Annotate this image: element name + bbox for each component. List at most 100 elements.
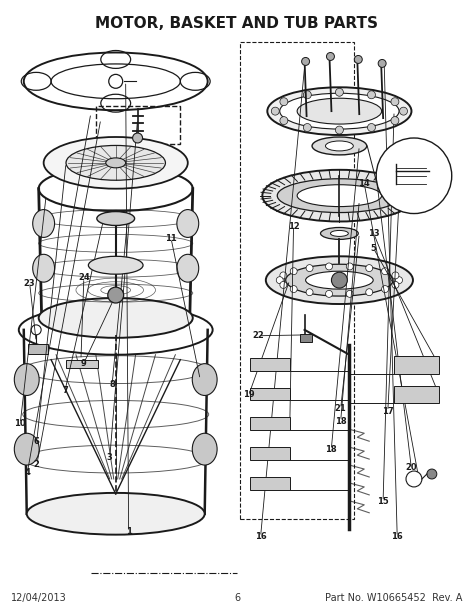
Text: 6: 6 xyxy=(34,437,40,446)
Text: 10: 10 xyxy=(14,419,26,428)
Bar xyxy=(394,356,439,373)
Bar xyxy=(250,447,290,460)
Text: 12/04/2013: 12/04/2013 xyxy=(11,593,67,603)
Ellipse shape xyxy=(33,210,55,237)
Ellipse shape xyxy=(286,264,393,296)
Circle shape xyxy=(427,469,437,479)
Text: 16: 16 xyxy=(255,532,266,541)
Circle shape xyxy=(108,287,124,303)
Circle shape xyxy=(306,289,313,295)
Circle shape xyxy=(366,265,373,272)
Ellipse shape xyxy=(330,230,348,237)
Circle shape xyxy=(382,286,389,292)
Circle shape xyxy=(290,286,297,292)
Ellipse shape xyxy=(267,87,411,135)
Circle shape xyxy=(31,325,41,335)
Ellipse shape xyxy=(262,170,417,221)
Circle shape xyxy=(396,276,402,284)
Text: 20: 20 xyxy=(406,463,417,473)
Ellipse shape xyxy=(14,433,39,465)
Circle shape xyxy=(276,276,283,284)
Circle shape xyxy=(306,265,313,272)
Circle shape xyxy=(354,56,362,63)
Circle shape xyxy=(336,126,343,134)
Bar xyxy=(250,477,290,490)
Text: 7: 7 xyxy=(62,386,68,395)
Circle shape xyxy=(367,91,375,99)
Bar xyxy=(28,344,48,354)
Text: 2: 2 xyxy=(34,460,40,470)
Circle shape xyxy=(382,268,389,275)
Ellipse shape xyxy=(14,364,39,395)
Text: 4: 4 xyxy=(24,468,30,478)
Ellipse shape xyxy=(39,298,193,338)
Text: 15: 15 xyxy=(377,497,389,506)
Text: 21: 21 xyxy=(335,405,346,413)
Ellipse shape xyxy=(192,433,217,465)
Ellipse shape xyxy=(106,158,126,168)
Bar xyxy=(394,386,439,403)
Bar xyxy=(240,42,354,519)
Ellipse shape xyxy=(297,185,382,207)
Circle shape xyxy=(346,263,353,270)
Circle shape xyxy=(303,124,311,131)
Circle shape xyxy=(406,471,422,487)
Text: 11: 11 xyxy=(165,234,177,243)
Ellipse shape xyxy=(19,305,213,355)
Circle shape xyxy=(346,291,353,297)
Bar xyxy=(250,417,290,430)
Text: 19: 19 xyxy=(243,390,255,399)
Ellipse shape xyxy=(33,254,55,282)
Ellipse shape xyxy=(177,254,199,282)
Bar xyxy=(250,358,290,371)
Bar xyxy=(300,334,311,342)
Circle shape xyxy=(290,268,297,275)
Text: 3: 3 xyxy=(107,453,113,462)
Text: 13: 13 xyxy=(368,229,380,238)
Circle shape xyxy=(109,74,123,88)
Circle shape xyxy=(301,58,310,66)
Bar xyxy=(96,106,180,144)
Text: 23: 23 xyxy=(24,279,36,288)
Circle shape xyxy=(327,53,335,61)
Text: 12: 12 xyxy=(288,221,300,230)
Ellipse shape xyxy=(326,141,353,151)
Circle shape xyxy=(392,281,399,288)
Bar xyxy=(66,360,98,368)
Text: 16: 16 xyxy=(392,532,403,541)
Ellipse shape xyxy=(297,98,382,124)
Text: 9: 9 xyxy=(81,359,87,368)
Text: MOTOR, BASKET AND TUB PARTS: MOTOR, BASKET AND TUB PARTS xyxy=(95,16,379,31)
Ellipse shape xyxy=(312,137,367,155)
Circle shape xyxy=(336,88,343,96)
Circle shape xyxy=(303,91,311,99)
Ellipse shape xyxy=(97,211,135,226)
Ellipse shape xyxy=(192,364,217,395)
Circle shape xyxy=(271,107,279,115)
Circle shape xyxy=(331,272,347,288)
Circle shape xyxy=(280,281,287,288)
Text: 18: 18 xyxy=(335,417,346,425)
Ellipse shape xyxy=(177,210,199,237)
Circle shape xyxy=(400,107,408,115)
Circle shape xyxy=(280,272,287,279)
Circle shape xyxy=(326,291,333,297)
Text: Part No. W10665452  Rev. A: Part No. W10665452 Rev. A xyxy=(325,593,463,603)
Ellipse shape xyxy=(44,137,188,189)
Circle shape xyxy=(280,97,288,105)
Text: 5: 5 xyxy=(371,244,376,253)
Text: 17: 17 xyxy=(382,407,393,416)
Text: 6: 6 xyxy=(234,593,240,603)
Text: 24: 24 xyxy=(78,273,90,283)
Ellipse shape xyxy=(88,256,143,274)
Text: 18: 18 xyxy=(326,445,337,454)
Circle shape xyxy=(326,263,333,270)
Circle shape xyxy=(391,116,399,124)
Circle shape xyxy=(376,138,452,213)
Ellipse shape xyxy=(320,227,358,240)
Ellipse shape xyxy=(27,493,205,535)
Text: 1: 1 xyxy=(126,527,132,536)
Circle shape xyxy=(367,124,375,131)
Circle shape xyxy=(378,59,386,67)
Text: 8: 8 xyxy=(109,380,115,389)
